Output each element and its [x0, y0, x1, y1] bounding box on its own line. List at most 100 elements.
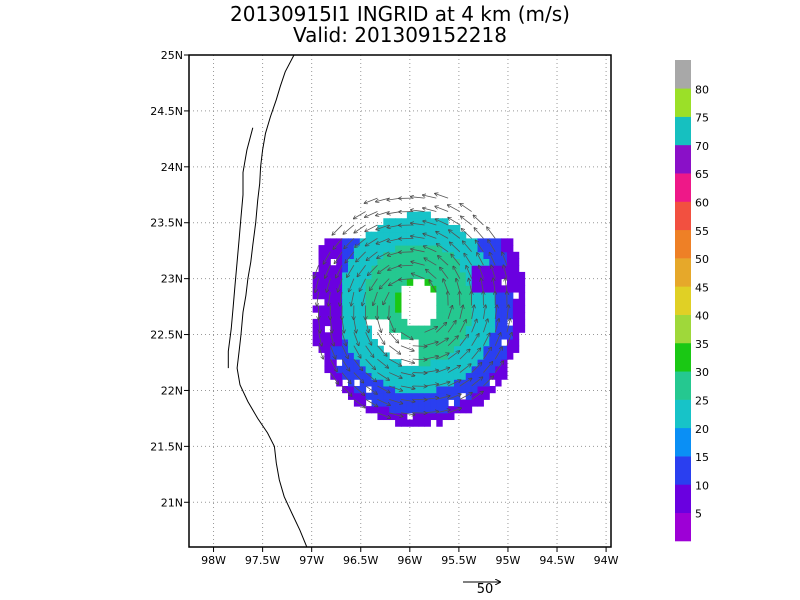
wind-cell: [436, 238, 443, 246]
wind-cell: [453, 238, 461, 246]
wind-cell: [489, 339, 496, 347]
wind-cell: [412, 258, 420, 266]
wind-vector: [345, 251, 355, 263]
wind-cell: [347, 245, 355, 253]
wind-cell: [448, 406, 455, 414]
wind-cell: [471, 298, 479, 306]
wind-vector: [443, 279, 449, 293]
wind-vector: [502, 252, 508, 266]
colorbar-swatch: [675, 484, 691, 514]
wind-cell: [483, 372, 490, 380]
wind-vector: [338, 278, 343, 292]
colorbar-swatch: [675, 60, 691, 89]
wind-cell: [430, 224, 437, 233]
wind-vector: [347, 265, 355, 277]
wind-cell: [389, 218, 396, 226]
wind-cell: [359, 399, 367, 407]
wind-vector: [505, 278, 507, 293]
wind-cell: [495, 271, 502, 280]
wind-cell: [347, 372, 355, 380]
wind-cell: [353, 365, 361, 374]
wind-cell: [406, 406, 414, 414]
y-tick-label: 21N: [161, 496, 183, 509]
wind-speed-field: [312, 211, 526, 427]
wind-cell: [377, 412, 384, 421]
wind-cell: [483, 278, 490, 286]
wind-vector: [423, 195, 437, 199]
wind-cell: [395, 218, 402, 226]
wind-cell: [436, 419, 443, 427]
wind-cell: [483, 345, 490, 353]
wind-cell: [324, 258, 331, 266]
wind-vectors: [314, 193, 512, 418]
wind-cell: [442, 372, 449, 380]
wind-cell: [465, 339, 473, 347]
wind-vector: [436, 353, 449, 360]
wind-vector: [389, 372, 402, 379]
wind-vector: [423, 208, 437, 212]
wind-cell: [330, 292, 337, 300]
wind-cell: [448, 365, 455, 374]
wind-cell: [518, 325, 526, 333]
wind-cell: [471, 292, 479, 300]
wind-cell: [471, 271, 479, 280]
wind-cell: [483, 305, 490, 313]
wind-cell: [330, 285, 337, 293]
wind-cell: [371, 245, 378, 253]
wind-cell: [342, 245, 349, 253]
wind-cell: [424, 392, 431, 400]
wind-cell: [353, 318, 361, 327]
wind-cell: [347, 379, 355, 387]
wind-cell: [371, 305, 378, 313]
wind-cell: [371, 406, 378, 414]
wind-cell: [436, 231, 443, 239]
wind-cell: [518, 318, 526, 327]
vector-scale-label: 50: [476, 582, 494, 597]
wind-cell: [400, 218, 408, 226]
wind-cell: [418, 339, 426, 347]
wind-vector: [464, 253, 472, 266]
wind-cell: [324, 345, 331, 353]
wind-cell: [418, 406, 426, 414]
wind-cell: [489, 352, 496, 360]
wind-vector: [453, 266, 461, 279]
wind-cell: [495, 325, 502, 333]
wind-vector: [359, 278, 367, 292]
wind-cell: [465, 238, 473, 246]
wind-vector: [424, 370, 439, 373]
wind-cell: [353, 292, 361, 300]
wind-cell: [377, 258, 384, 266]
wind-cell: [412, 218, 420, 226]
wind-cell: [430, 318, 437, 327]
wind-cell: [436, 359, 443, 367]
wind-cell: [383, 298, 390, 306]
wind-vector: [365, 318, 369, 333]
wind-cell: [371, 251, 378, 260]
wind-cell: [353, 305, 361, 313]
wind-cell: [318, 271, 325, 280]
wind-cell: [353, 298, 361, 306]
wind-cell: [471, 385, 479, 394]
wind-cell: [412, 238, 420, 246]
wind-cell: [436, 245, 443, 253]
wind-cell: [418, 258, 426, 266]
wind-cell: [424, 412, 431, 421]
wind-cell: [318, 278, 325, 286]
colorbar-swatch: [675, 456, 691, 485]
colorbar-label: 30: [695, 366, 709, 379]
wind-cell: [342, 271, 349, 280]
wind-cell: [336, 265, 343, 273]
wind-cell: [412, 332, 420, 340]
wind-cell: [501, 298, 508, 306]
wind-cell: [353, 245, 361, 253]
wind-cell: [377, 352, 384, 360]
wind-cell: [336, 339, 343, 347]
wind-cell: [442, 292, 449, 300]
wind-vector: [341, 372, 351, 384]
y-tick-label: 22N: [161, 384, 183, 397]
wind-vector: [436, 232, 449, 239]
wind-vector: [353, 385, 365, 395]
wind-cell: [453, 345, 461, 353]
wind-vector: [483, 333, 489, 346]
wind-cell: [495, 245, 502, 253]
